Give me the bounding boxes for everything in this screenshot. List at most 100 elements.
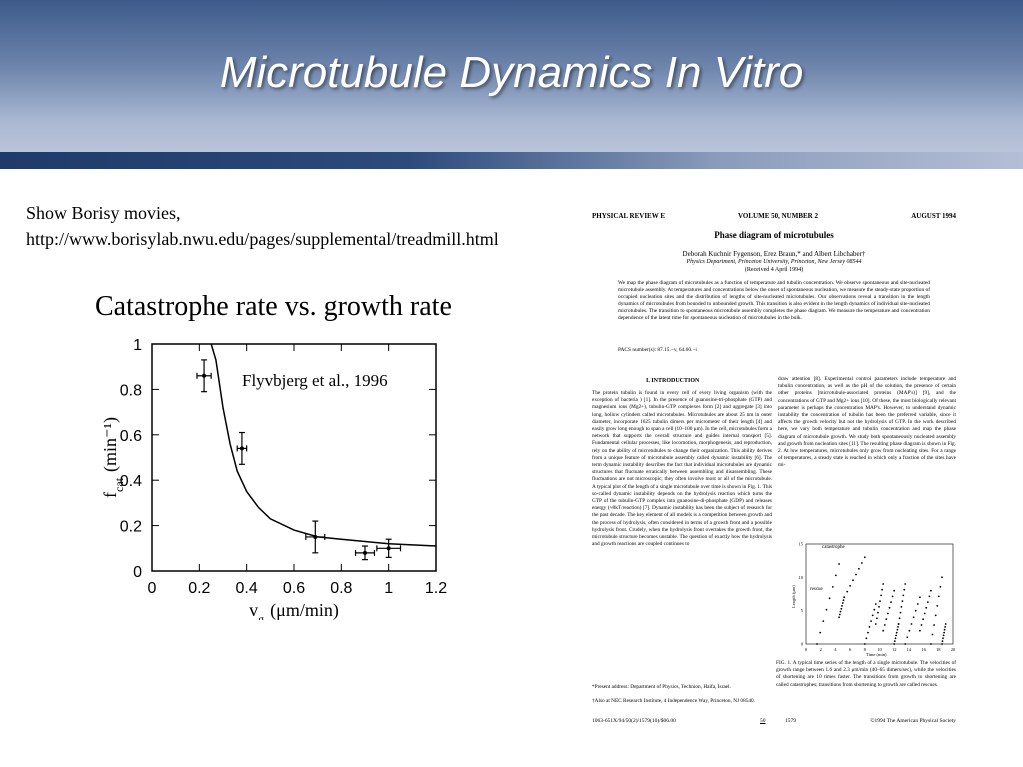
figure-data-point [870,620,872,622]
figure-caption: FIG. 1. A typical time series of the len… [776,660,956,688]
figure-data-point [910,623,913,625]
chart-heading: Catastrophe rate vs. growth rate [95,291,452,322]
figure-y-label: Length (μm) [791,585,796,608]
figure-data-point [849,585,851,587]
figure-x-tick: 12 [892,647,897,652]
figure-data-point [922,618,924,621]
figure-y-tick: 10 [799,575,804,580]
figure-x-tick: 16 [921,647,926,652]
figure-data-point [882,583,885,585]
figure-data-point [890,601,892,603]
figure-data-point [888,606,891,609]
figure-data-point [899,611,902,614]
figure-data-point [912,616,915,619]
figure-data-point [883,624,886,626]
journal-volume: VOLUME 50, NUMBER 2 [738,212,818,220]
figure-data-point [908,629,911,632]
figure-data-point [894,637,897,640]
figure-x-tick: 10 [877,647,882,652]
paper-page: PHYSICAL REVIEW E VOLUME 50, NUMBER 2 AU… [588,208,960,728]
figure-data-point [943,631,945,634]
figure-data-point [868,626,871,628]
paper-authors: Deborah Kuchnir Fygenson, Erez Braun,* a… [682,250,866,258]
x-tick-label: 0 [148,580,157,597]
figure-data-point [936,605,939,607]
figure-data-point [842,599,845,602]
figure-x-label: Time (min) [866,652,887,657]
figure-data-point [925,606,928,609]
figure-data-point [871,614,874,617]
chart-svg: 0 0.2 0.4 0.6 0.8 1 1.2 0 0.2 0.4 0.6 0.8 1 vg (μm/min… [100,337,447,626]
figure-data-point [941,576,943,579]
figure-data-point [841,602,844,604]
figure-data-point [839,610,842,613]
paper-code: 1063-651X/94/50(2)/1579(10)/$06.00 [592,718,676,724]
figure-x-tick: 4 [834,647,837,652]
figure-data-point [895,634,897,637]
catastrophe-chart: 0 0.2 0.4 0.6 0.8 1 1.2 0 0.2 0.4 0.6 0.8 1 vg (μm/min… [90,330,450,626]
figure-data-point [841,605,843,607]
figure-data-point [852,579,854,582]
figure-data-point [904,643,907,645]
figure-data-point [930,589,932,592]
figure-data-point [880,594,882,597]
figure-data-point [900,606,903,608]
figure-label-rescue: rescue [810,587,824,592]
figure-data-point [901,600,904,602]
figure-data-point [874,623,877,625]
figure-data-point [878,606,880,608]
paper-received: (Received 4 April 1994) [744,267,804,273]
figure-data-point [874,603,877,605]
figure-data-point [843,596,846,599]
data-point [239,446,244,451]
footnote-1: *Present address: Department of Physics,… [592,684,731,690]
decorative-band [0,152,1023,169]
figure-data-point [881,588,883,591]
figure-data-point [904,583,907,585]
chart-citation: Flyvbjerg et al., 1996 [242,371,388,390]
figure-data-point [863,643,866,645]
figure-label-catastrophe: catastrophe [822,545,846,550]
section-heading: I. INTRODUCTION [646,378,700,384]
figure-1: 0 5 10 15 0 2 4 6 8 10 12 14 16 18 20 catastrophe resc… [788,540,958,663]
figure-data-point [941,643,943,645]
figure-data-point [934,614,937,617]
data-point [386,546,391,551]
figure-data-point [906,636,909,639]
figure-data-point [846,590,849,593]
figure-data-point [923,612,926,615]
y-tick-label: 0 [133,564,142,581]
figure-x-tick: 20 [951,647,956,652]
figure-data-point [944,623,947,625]
figure-data-point [942,634,945,637]
paper-column-left: The protein tubulin is found in every ce… [592,390,772,548]
y-tick-label: 0.6 [120,428,142,445]
y-tick-label: 0.2 [120,519,142,536]
figure-data-point [873,608,876,611]
figure-frame [805,543,954,645]
note-line: Show Borisy movies, [26,203,181,223]
figure-data-point [838,563,840,565]
figure-y-tick: 15 [799,542,804,547]
figure-data-point [879,600,881,602]
journal-date: AUGUST 1994 [911,212,956,220]
figure-data-point [903,588,906,591]
movie-note: Show Borisy movies, http://www.borisylab… [26,200,499,252]
x-tick-label: 1 [384,580,393,597]
figure-data-point [819,631,822,634]
data-point [202,373,207,378]
figure-data-point [919,596,921,599]
figure-y-tick: 0 [801,642,804,647]
figure-1-svg: 0 5 10 15 0 2 4 6 8 10 12 14 16 18 20 catastrophe resc… [791,542,956,658]
x-tick-label: 0.4 [236,580,258,597]
figure-data-point [928,595,931,598]
figure-data-point [825,608,828,611]
figure-data-point [838,613,841,616]
figure-data-point [896,628,899,631]
figure-data-point [930,643,932,645]
slide-title: Microtubule Dynamics In Vitro [219,48,804,97]
figure-x-tick: 6 [849,647,852,652]
figure-data-point [822,620,825,622]
figure-data-point [931,633,934,636]
figure-data-point [855,573,857,576]
